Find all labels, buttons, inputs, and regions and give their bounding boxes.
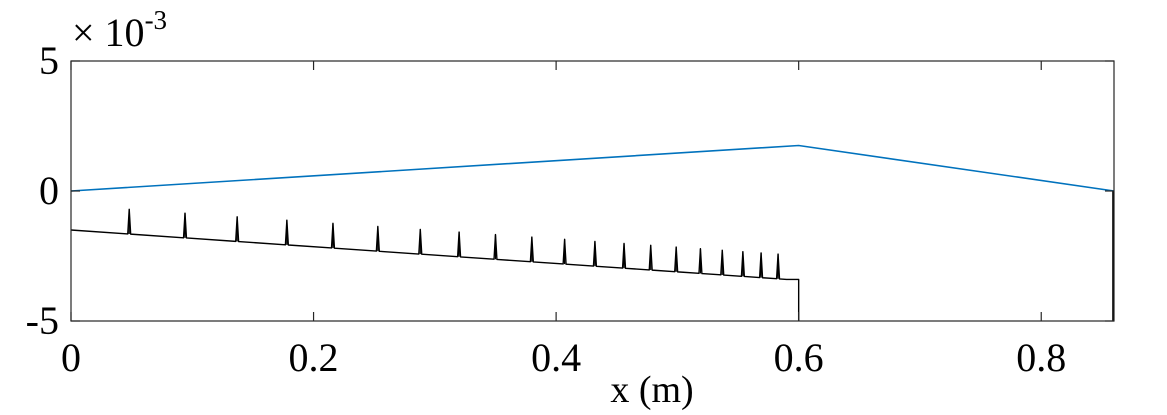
x-tick-label: 0.4 — [531, 335, 581, 380]
x-axis-label: x (m) — [610, 369, 693, 411]
plot-area — [70, 144, 1115, 321]
x-tick-label: 0 — [61, 335, 81, 380]
y-multiplier-base: × 10 — [72, 10, 145, 55]
y-tick-label: -5 — [26, 298, 59, 343]
y-tick-label: 5 — [39, 38, 59, 83]
y-multiplier-exponent: -3 — [145, 5, 168, 35]
axes-box — [70, 60, 1115, 322]
y-tick-label: 0 — [39, 168, 59, 213]
series-blue-line — [70, 144, 1115, 192]
x-tick-label: 0.6 — [774, 335, 824, 380]
y-multiplier-label: × 10-3 — [72, 5, 167, 55]
x-tick-label: 0.2 — [289, 335, 339, 380]
tick-labels: 0 0.2 0.4 0.6 0.8-505 — [26, 38, 1067, 380]
axes — [70, 60, 1115, 322]
series-black-line — [70, 208, 800, 321]
x-tick-label: 0.8 — [1016, 335, 1066, 380]
